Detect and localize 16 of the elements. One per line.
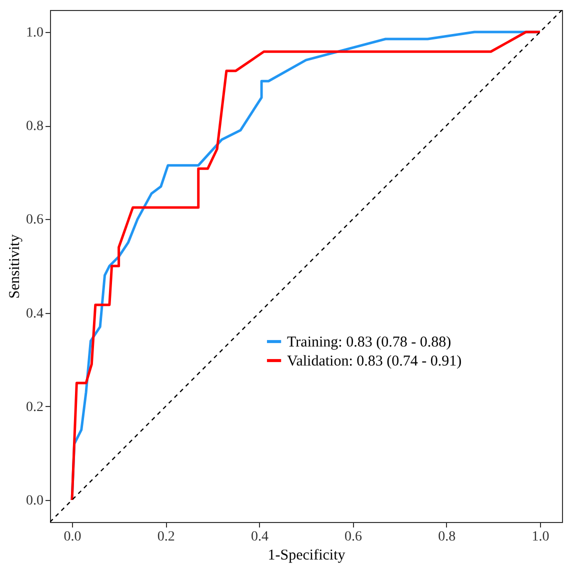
x-tick-label: 0.8 [438,530,456,544]
y-tick-label: 0.8 [26,119,44,134]
y-tick-label: 0.4 [26,306,44,322]
legend-label: Validation: 0.83 (0.74 - 0.91) [287,354,462,370]
y-tick-label: 0.2 [26,400,44,415]
x-axis-title: 1-Specificity [268,548,346,564]
x-tick-label: 0.2 [157,530,175,544]
legend-label: Training: 0.83 (0.78 - 0.88) [287,334,452,351]
x-tick-label: 1.0 [532,530,550,544]
x-tick-label: 0.6 [344,530,362,544]
x-tick-label: 0.4 [250,530,268,544]
y-tick-label: 1.0 [26,25,44,40]
y-tick-label: 0.0 [26,494,44,509]
x-tick-label: 0.0 [64,530,82,544]
y-tick-label: 0.6 [26,212,44,228]
y-axis-title: Sensitivity [7,234,23,299]
